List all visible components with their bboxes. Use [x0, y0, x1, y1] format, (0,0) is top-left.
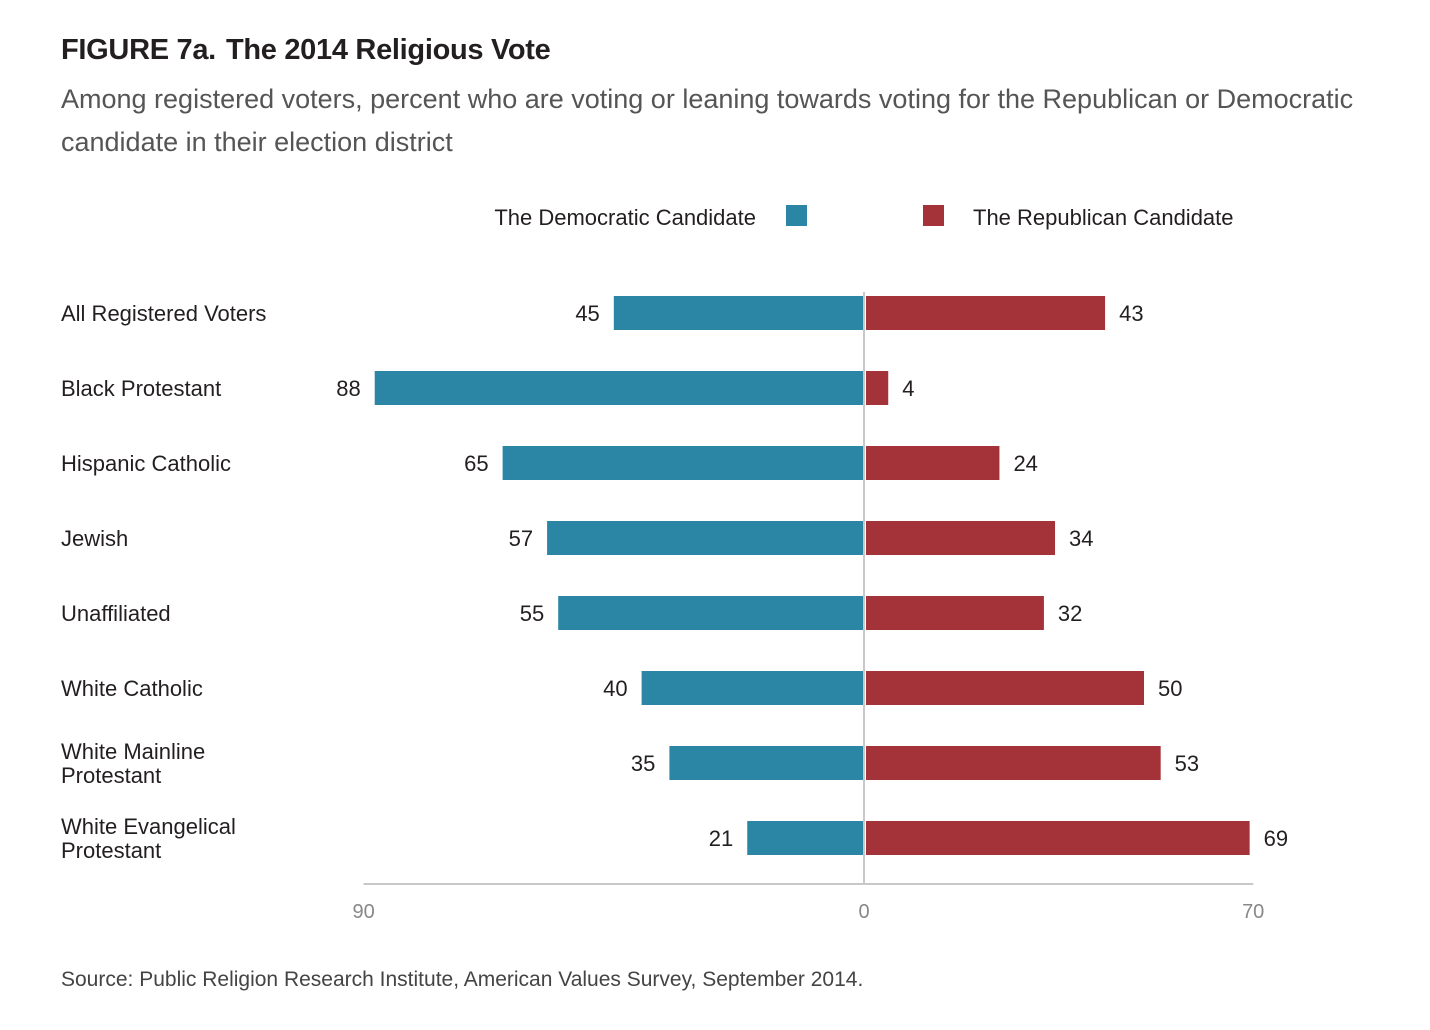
- value-label-republican: 50: [1158, 676, 1182, 701]
- bar-democratic: [374, 371, 864, 405]
- value-label-democratic: 21: [709, 826, 733, 851]
- legend-swatch-republican: [923, 205, 944, 226]
- bar-democratic: [669, 746, 864, 780]
- bar-republican: [866, 446, 1000, 480]
- category-label: White Evangelical Protestant: [61, 814, 236, 863]
- figure-title: The 2014 Religious Vote: [225, 34, 551, 66]
- category-label: Hispanic Catholic: [61, 451, 231, 476]
- legend-label-republican: The Republican Candidate: [973, 205, 1234, 230]
- value-label-republican: 69: [1264, 826, 1288, 851]
- value-label-republican: 24: [1013, 451, 1037, 476]
- bar-republican: [866, 521, 1056, 555]
- chart-subtitle: Among registered voters, percent who are…: [61, 84, 1354, 157]
- x-axis-tick-label: 70: [1242, 901, 1264, 923]
- value-label-republican: 43: [1119, 301, 1143, 326]
- figure-number: FIGURE 7a.: [61, 34, 216, 66]
- bar-democratic: [502, 446, 864, 480]
- bar-democratic: [558, 596, 864, 630]
- category-label: All Registered Voters: [61, 301, 266, 326]
- value-label-republican: 34: [1069, 526, 1093, 551]
- bar-republican: [866, 596, 1044, 630]
- bar-democratic: [641, 671, 864, 705]
- value-label-democratic: 35: [631, 751, 655, 776]
- bar-republican: [866, 371, 889, 405]
- category-label: Unaffiliated: [61, 601, 171, 626]
- bar-republican: [866, 821, 1250, 855]
- value-label-republican: 32: [1058, 601, 1082, 626]
- source-note: Source: Public Religion Research Institu…: [61, 968, 864, 991]
- value-label-democratic: 88: [336, 376, 360, 401]
- bar-democratic: [747, 821, 864, 855]
- value-label-democratic: 55: [520, 601, 544, 626]
- value-label-republican: 4: [902, 376, 914, 401]
- chart-title: FIGURE 7a. The 2014 Religious Vote: [61, 34, 551, 67]
- value-label-democratic: 40: [603, 676, 627, 701]
- legend-label-democratic: The Democratic Candidate: [494, 205, 756, 230]
- value-label-democratic: 65: [464, 451, 488, 476]
- x-axis-tick-label: 90: [352, 901, 374, 923]
- value-label-democratic: 57: [509, 526, 533, 551]
- legend-swatch-democratic: [786, 205, 807, 226]
- x-axis-tick-label: 0: [858, 901, 869, 923]
- value-label-democratic: 45: [575, 301, 599, 326]
- category-label: White Catholic: [61, 676, 203, 701]
- bar-republican: [866, 296, 1106, 330]
- bar-republican: [866, 746, 1161, 780]
- category-label: Jewish: [61, 526, 128, 551]
- bar-republican: [866, 671, 1144, 705]
- bar-democratic: [547, 521, 864, 555]
- value-label-republican: 53: [1175, 751, 1199, 776]
- category-label: Black Protestant: [61, 376, 221, 401]
- bar-democratic: [613, 296, 864, 330]
- category-label: White Mainline Protestant: [61, 739, 205, 788]
